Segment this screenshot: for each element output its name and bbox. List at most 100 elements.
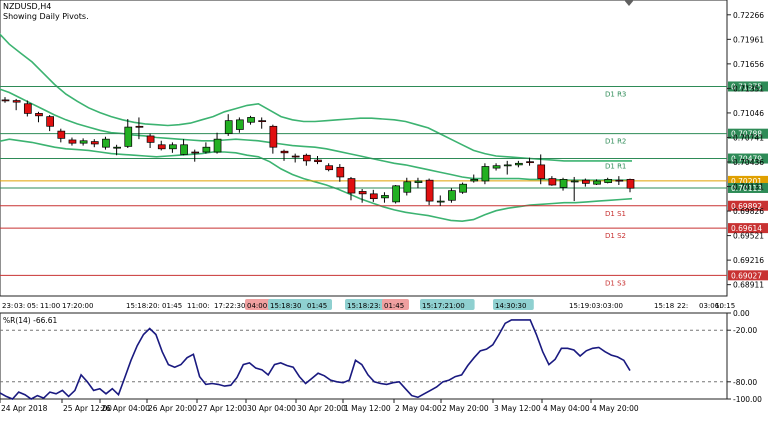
price-tick-label: 0.68911 bbox=[733, 281, 764, 290]
time-tick-label: 24 Apr 2018 bbox=[1, 404, 48, 413]
time-tick-label: 27 Apr 12:00 bbox=[198, 404, 247, 413]
bear-candle bbox=[291, 155, 300, 158]
bull-candle bbox=[593, 180, 601, 185]
price-tick-label: 0.71961 bbox=[733, 35, 764, 44]
session-box bbox=[268, 299, 309, 310]
bull-candle bbox=[459, 183, 467, 193]
indicator-caption: Showing Daily Pivots. bbox=[3, 12, 89, 21]
candles bbox=[1, 97, 635, 206]
price-tick-label: 0.71656 bbox=[733, 60, 764, 69]
bear-candle bbox=[548, 178, 557, 186]
bull-candle bbox=[604, 179, 613, 183]
session-label: 01:45 bbox=[162, 302, 182, 310]
shift-marker-icon[interactable] bbox=[624, 0, 634, 6]
session-labels-row: 23: 03: 05: 11:00 17:20:00 15:18:20: 01:45 11:0… bbox=[2, 299, 735, 310]
price-tick-label: 0.69521 bbox=[733, 232, 764, 241]
pivot-price-badge bbox=[728, 128, 768, 139]
bear-candle bbox=[280, 150, 289, 154]
williams-r-indicator: %R(14) -66.61 0.00 -20.00 -80.00 -100.00 bbox=[0, 309, 762, 404]
bull-candle bbox=[503, 164, 512, 167]
pivot-line-name: D1 S2 bbox=[605, 232, 626, 240]
price-tick-label: 0.71351 bbox=[733, 84, 764, 93]
time-tick-label: 30 Apr 20:00 bbox=[297, 404, 346, 413]
session-label: 05: bbox=[27, 302, 38, 310]
price-badge-label: 0.70113 bbox=[731, 184, 762, 193]
bull-candle bbox=[113, 146, 121, 149]
pivot-price-badge-label: 0.69892 bbox=[731, 202, 762, 211]
price-tick-label: 0.72266 bbox=[733, 11, 764, 20]
bull-candle bbox=[381, 195, 389, 199]
price-tick-label: 0.71046 bbox=[733, 109, 764, 118]
bear-candle bbox=[23, 103, 32, 114]
session-label: 14:30:30 bbox=[495, 302, 526, 310]
williams-r-line bbox=[0, 319, 631, 400]
bull-candle bbox=[414, 180, 423, 183]
session-label: 22: bbox=[677, 302, 688, 310]
bear-candle bbox=[46, 116, 54, 127]
session-box bbox=[382, 299, 409, 310]
price-badge bbox=[728, 175, 768, 186]
bear-candle bbox=[90, 141, 99, 145]
bear-candle bbox=[582, 179, 590, 184]
pivot-line-name: D1 R1 bbox=[605, 163, 626, 171]
bear-candle bbox=[425, 179, 434, 202]
session-box bbox=[245, 299, 272, 310]
price-tick-label: 0.69216 bbox=[733, 256, 764, 265]
bull-candle bbox=[448, 190, 456, 201]
session-label: 03: bbox=[14, 302, 25, 310]
price-axis[interactable]: 0.72266 0.71961 0.71656 0.71351 0.71046 0.707… bbox=[727, 11, 764, 290]
time-tick-label: 4 May 04:00 bbox=[543, 404, 590, 413]
bull-candle bbox=[213, 138, 222, 153]
pivot-price-badge-label: 0.70788 bbox=[731, 130, 762, 139]
time-tick-label: 2 May 20:00 bbox=[442, 404, 489, 413]
session-label: 04:00 bbox=[247, 302, 267, 310]
bull-candle bbox=[236, 119, 244, 130]
pivot-price-badge bbox=[728, 223, 768, 234]
bull-candle bbox=[492, 165, 501, 169]
bull-candle bbox=[570, 180, 579, 183]
pivot-price-badge-label: 0.69027 bbox=[731, 271, 762, 280]
bear-candle bbox=[1, 99, 10, 102]
time-tick-label: 26 Apr 20:00 bbox=[148, 404, 197, 413]
bear-candle bbox=[314, 159, 322, 163]
price-badge-label: 0.70201 bbox=[731, 177, 762, 186]
symbol-title: NZDUSD,H4 bbox=[3, 2, 51, 11]
indicator-tick-label: -20.00 bbox=[733, 326, 757, 335]
session-box bbox=[345, 299, 391, 310]
price-tick-label: 0.70131 bbox=[733, 183, 764, 192]
bear-candle bbox=[191, 151, 200, 154]
bear-candle bbox=[135, 125, 144, 128]
pivot-price-badge-label: 0.69614 bbox=[731, 224, 762, 233]
session-label: 15:18:23: bbox=[347, 302, 381, 310]
bear-candle bbox=[68, 139, 77, 144]
bear-candle bbox=[325, 165, 334, 171]
price-tick-label: 0.70436 bbox=[733, 158, 764, 167]
bear-candle bbox=[347, 178, 356, 194]
bull-candle bbox=[515, 162, 523, 166]
pivot-price-badge-label: 0.71375 bbox=[731, 82, 762, 91]
price-tick-label: 0.70741 bbox=[733, 133, 764, 142]
indicator-pane-frame bbox=[0, 312, 728, 400]
session-label: 15:17:21:00 bbox=[422, 302, 465, 310]
bear-candle bbox=[157, 144, 166, 150]
bollinger-middle-band bbox=[0, 88, 632, 181]
bull-candle bbox=[202, 146, 211, 153]
indicator-title: %R(14) -66.61 bbox=[3, 316, 58, 325]
session-label: 01:45 bbox=[384, 302, 404, 310]
bear-candle bbox=[12, 100, 21, 103]
indicator-tick-label: -100.00 bbox=[733, 395, 762, 404]
indicator-tick-label: -80.00 bbox=[733, 378, 757, 387]
session-label: 15:18:30 bbox=[270, 302, 301, 310]
session-label: 17:20:00 bbox=[62, 302, 93, 310]
time-tick-label: 2 May 04:00 bbox=[395, 404, 442, 413]
session-label: 15:18:20: bbox=[126, 302, 160, 310]
bull-candle bbox=[559, 179, 568, 188]
price-pane-frame bbox=[0, 0, 728, 297]
bull-candle bbox=[224, 120, 233, 134]
bull-candle bbox=[102, 138, 110, 148]
time-tick-label: 1 May 12:00 bbox=[344, 404, 391, 413]
indicator-tick-label: 0.00 bbox=[733, 309, 750, 318]
bear-candle bbox=[626, 179, 635, 189]
